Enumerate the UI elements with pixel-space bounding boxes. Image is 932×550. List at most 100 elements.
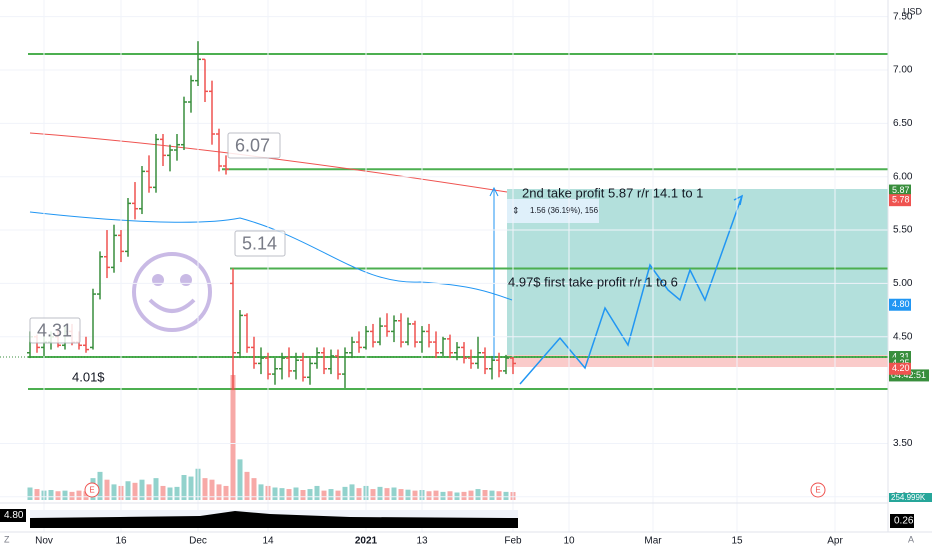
volume-bar (27, 487, 33, 500)
indicator-left-box (0, 509, 26, 522)
volume-bar (48, 490, 54, 500)
price-label-box (889, 362, 911, 375)
x-tick-label: Dec (189, 536, 207, 547)
volume-bar (272, 487, 278, 500)
volume-bar (398, 489, 404, 500)
measure-arrow (489, 186, 499, 197)
volume-bar (307, 489, 313, 500)
x-tick-label: 15 (731, 536, 743, 547)
volume-bar (293, 487, 299, 500)
volume-bar (482, 490, 488, 500)
volume-bar (104, 479, 110, 500)
price-label-box (889, 184, 911, 197)
volume-bar (55, 491, 61, 500)
moving-average-blue (29, 211, 513, 301)
volume-bar (153, 478, 159, 500)
volume-bar (202, 478, 208, 500)
annotation-box (29, 317, 81, 344)
y-tick-label: 5.00 (893, 278, 913, 289)
y-tick-label: 6.00 (893, 171, 913, 182)
volume-bar (314, 485, 320, 500)
volume-bar (279, 488, 285, 500)
volume-bar (209, 479, 215, 500)
volume-bar (167, 487, 173, 500)
volume-bar (468, 490, 474, 500)
volume-bar (97, 471, 103, 500)
volume-bar (125, 481, 131, 500)
volume-bar (377, 486, 383, 500)
volume-bar (405, 489, 411, 500)
price-label: 4.31 (892, 351, 910, 361)
price-label: 5.87 (892, 185, 910, 195)
indicator-left-label: 4.80 (4, 510, 24, 521)
smiley (132, 252, 212, 332)
y-tick-label: 7.50 (893, 11, 913, 22)
volume-bar (370, 489, 376, 500)
price-label: 4.20 (892, 363, 910, 373)
countdown: 04:42:51 (891, 370, 926, 380)
volume-bar (160, 485, 166, 500)
volume-bar (251, 478, 257, 500)
volume-bar (237, 459, 243, 500)
x-tick-label: 16 (115, 536, 127, 547)
currency: USD (903, 6, 923, 16)
volume-bar (111, 484, 117, 500)
volume-bar (181, 475, 187, 500)
volume-bar (454, 492, 460, 500)
annotation-box (227, 132, 281, 159)
annotation: 2nd take profit 5.87 r/r 14.1 to 1 (522, 185, 703, 200)
volume-bar (412, 490, 418, 500)
annotation: 4.31 (37, 320, 72, 340)
corner-right: A (908, 534, 914, 544)
annotation: 5.14 (242, 233, 277, 253)
volume-bar (139, 479, 145, 500)
volume-bar (146, 484, 152, 500)
y-tick-label: 3.50 (893, 438, 913, 449)
x-tick-label: 14 (262, 536, 274, 547)
x-tick-label: 10 (563, 536, 575, 547)
price-label-box (889, 194, 911, 207)
event-marker (810, 482, 826, 498)
measure-text: 1.56 (36.19%), 156 (530, 206, 599, 215)
volume-bar (440, 491, 446, 500)
volume-bar (335, 490, 341, 500)
indicator-value-box (890, 514, 914, 528)
projection-path (519, 195, 743, 385)
y-tick-label: 4.50 (893, 331, 913, 342)
annotation: 4.97$ first take profit r/r 1 to 6 (508, 274, 678, 289)
indicator-bars (30, 511, 518, 528)
indicator-value: 0.26 (894, 516, 914, 527)
x-tick-label: 13 (416, 536, 428, 547)
price-axis (888, 0, 932, 532)
volume-bar (503, 491, 509, 500)
volume-label-box (889, 493, 932, 502)
volume-bar (461, 491, 467, 500)
volume-bar (216, 484, 222, 500)
price-label: 5.78 (892, 195, 910, 205)
corner-left: Z (4, 534, 10, 544)
annotation-box (234, 230, 286, 257)
volume-bar (258, 484, 264, 500)
volume-bar (223, 485, 229, 500)
volume-bar (69, 491, 75, 500)
volume-bar (496, 491, 502, 500)
measure-box (507, 199, 599, 223)
y-tick-label: 6.50 (893, 118, 913, 129)
event-marker (84, 482, 100, 498)
price-label-box (889, 298, 911, 311)
volume-label: 254.999K (891, 493, 926, 502)
volume-bar (321, 490, 327, 500)
measure-icon: ⇕ (512, 205, 520, 215)
volume-bar (286, 489, 292, 500)
event-label: E (89, 486, 94, 495)
volume-bar (328, 489, 334, 500)
volume-bar (391, 487, 397, 500)
volume-bar (475, 489, 481, 500)
volume-bar (300, 490, 306, 500)
volume-bar (433, 490, 439, 500)
y-tick-label: 7.00 (893, 65, 913, 76)
volume-bar (132, 482, 138, 500)
x-tick-label: 2021 (355, 536, 378, 547)
x-tick-label: Feb (504, 536, 522, 547)
